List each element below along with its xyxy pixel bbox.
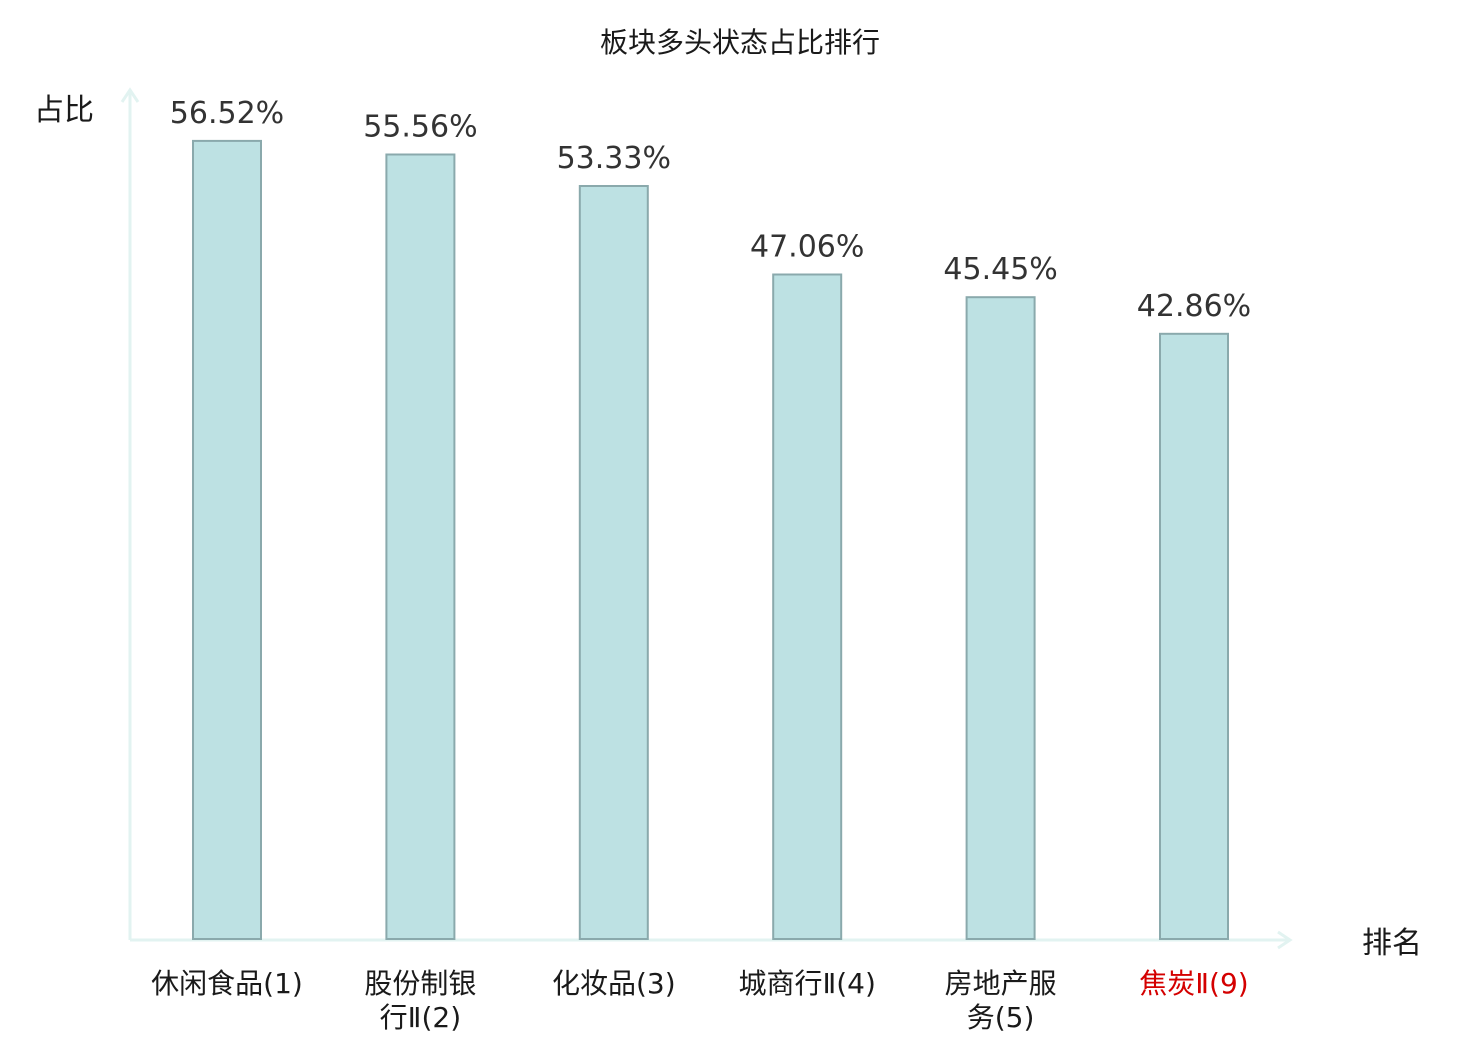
category-label-4: 城商行Ⅱ(4) — [738, 967, 875, 1000]
category-label-group: 休闲食品(1) 股份制银行Ⅱ(2) 化妆品(3) 城商行Ⅱ(4) 房地产服务(5) 焦炭Ⅱ… — [151, 967, 1249, 1034]
value-label-3: 53.33% — [557, 141, 671, 176]
y-axis-label: 占比 — [34, 93, 94, 128]
category-label-2: 股份制银行Ⅱ(2) — [364, 967, 476, 1034]
bar-series — [192, 139, 1229, 940]
value-label-6: 42.86% — [1137, 289, 1251, 324]
chart-title: 板块多头状态占比排行 — [600, 26, 880, 59]
value-label-2: 55.56% — [363, 110, 477, 145]
bar-2 — [385, 153, 456, 940]
value-label-group: 56.52% 55.56% 53.33% 47.06% 45.45% 42.86% — [170, 96, 1251, 324]
value-label-1: 56.52% — [170, 96, 284, 131]
bar-5 — [965, 296, 1036, 940]
category-label-3: 化妆品(3) — [552, 967, 676, 1000]
bar-6 — [1159, 332, 1229, 940]
x-axis-label: 排名 — [1362, 926, 1422, 961]
category-label-1: 休闲食品(1) — [151, 967, 303, 1000]
bar-1 — [192, 139, 262, 940]
bar-3 — [578, 185, 649, 940]
category-label-6: 焦炭Ⅱ(9) — [1139, 967, 1248, 1000]
value-label-4: 47.06% — [750, 230, 864, 265]
value-label-5: 45.45% — [943, 252, 1057, 287]
category-label-5: 房地产服务(5) — [945, 967, 1057, 1034]
bar-4 — [772, 273, 843, 940]
